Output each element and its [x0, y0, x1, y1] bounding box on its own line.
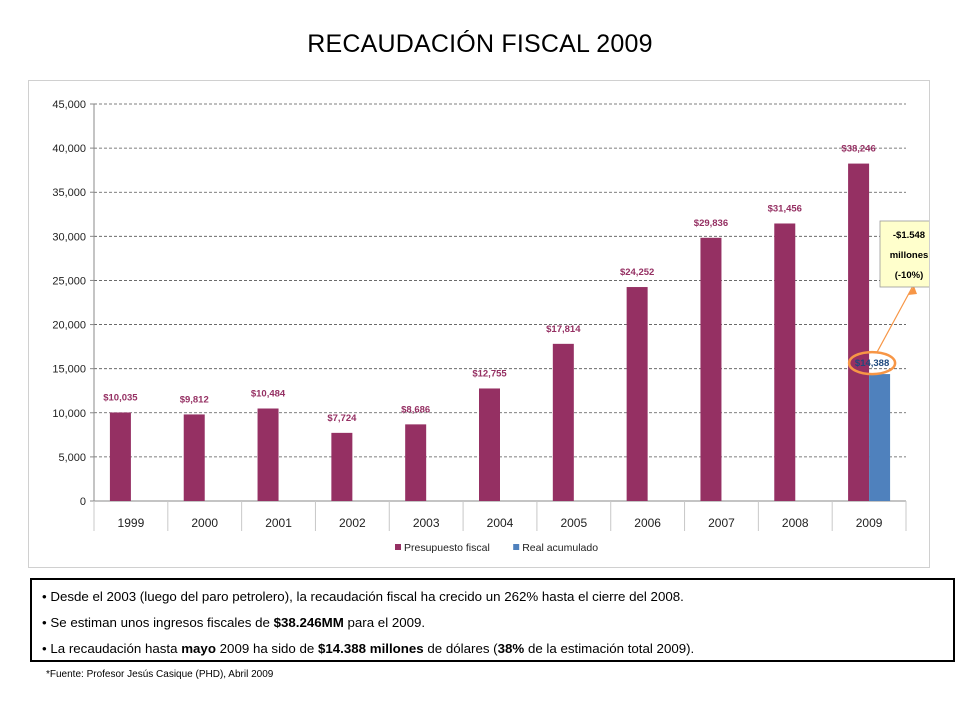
data-label: $12,755: [472, 368, 507, 379]
data-label: $24,252: [620, 267, 654, 278]
data-label: $17,814: [546, 324, 581, 335]
bullet-symbol: •: [42, 589, 51, 604]
data-label: $7,724: [327, 413, 357, 424]
y-tick-label: 5,000: [58, 452, 86, 464]
bar-real-acumulado: [869, 374, 891, 501]
bullet-item: • Se estiman unos ingresos fiscales de $…: [42, 610, 943, 636]
y-tick-label: 30,000: [52, 231, 86, 243]
data-label: $14,388: [855, 358, 889, 369]
bullet-bold-text: mayo: [181, 641, 216, 656]
y-tick-label: 25,000: [52, 275, 86, 287]
bullet-text: Desde el 2003 (luego del paro petrolero)…: [50, 589, 684, 604]
x-tick-label: 2005: [560, 516, 587, 530]
callout-text: -$1.548: [893, 230, 925, 241]
bar-presupuesto-fiscal: [405, 424, 427, 501]
y-tick-label: 40,000: [52, 143, 86, 155]
bar-presupuesto-fiscal: [774, 223, 796, 502]
bullet-bold-text: $14.388 millones: [318, 641, 424, 656]
bar-presupuesto-fiscal: [109, 412, 131, 501]
bar-presupuesto-fiscal: [183, 414, 205, 501]
y-tick-label: 10,000: [52, 408, 86, 420]
bar-presupuesto-fiscal: [848, 163, 870, 501]
y-tick-label: 20,000: [52, 320, 86, 332]
bar-presupuesto-fiscal: [700, 237, 722, 501]
bullet-symbol: •: [42, 615, 51, 630]
bullet-item: • La recaudación hasta mayo 2009 ha sido…: [42, 636, 943, 662]
bar-presupuesto-fiscal: [257, 408, 279, 501]
bar-presupuesto-fiscal: [552, 343, 574, 501]
chart-frame: 0 5,000 10,000 15,000 20,000 25,000 30,000 35,0…: [28, 80, 939, 568]
legend-swatch: [395, 544, 401, 550]
bullet-item: • Desde el 2003 (luego del paro petroler…: [42, 584, 943, 610]
x-tick-label: 2003: [413, 516, 440, 530]
callout-box: [879, 220, 939, 288]
callout-arrowhead: [908, 286, 917, 295]
callout-text: millones: [890, 250, 929, 261]
bullet-bold-text: $38.246MM: [273, 615, 344, 630]
x-tick-label: 2002: [339, 516, 366, 530]
bar-presupuesto-fiscal: [479, 388, 500, 501]
bullet-text: La recaudación hasta: [50, 641, 182, 656]
callout-arrow-line: [876, 283, 915, 353]
x-tick-label: 2004: [487, 516, 514, 530]
y-tick-label: 15,000: [52, 364, 86, 376]
data-label: $10,035: [103, 392, 138, 403]
y-tick-label: 35,000: [52, 187, 86, 199]
data-label: $38,246: [841, 144, 875, 155]
data-label: $9,812: [180, 394, 209, 405]
bullet-bold-text: 38%: [497, 641, 525, 656]
callout-text: (-10%): [895, 270, 924, 281]
legend-label: Presupuesto fiscal: [404, 542, 490, 554]
bar-chart: 0 5,000 10,000 15,000 20,000 25,000 30,000 35,0…: [52, 99, 939, 554]
bullet-text: de dólares (: [423, 641, 498, 656]
bar-presupuesto-fiscal: [331, 432, 353, 501]
data-label: $8,686: [401, 404, 430, 415]
x-tick-label: 2009: [856, 516, 883, 530]
highlight-ellipse: [847, 350, 897, 376]
data-label: $29,836: [694, 218, 728, 229]
bullet-text: Se estiman unos ingresos fiscales de: [50, 615, 274, 630]
x-tick-label: 2006: [634, 516, 661, 530]
data-label: $10,484: [251, 389, 286, 400]
page-title: RECAUDACIÓN FISCAL 2009: [307, 30, 653, 58]
bullet-text: para el 2009.: [343, 615, 426, 630]
legend-swatch: [513, 544, 520, 550]
data-label: $31,456: [768, 203, 802, 214]
x-tick-label: 2007: [708, 516, 735, 530]
y-tick-label: 45,000: [52, 99, 86, 111]
x-tick-label: 2000: [191, 516, 218, 530]
y-tick-label: 0: [80, 496, 86, 508]
bullet-text: de la estimación total 2009).: [524, 641, 695, 656]
bullet-text: 2009 ha sido de: [215, 641, 318, 656]
x-tick-label: 1999: [118, 516, 145, 530]
source-footnote: *Fuente: Profesor Jesús Casique (PHD), A…: [46, 669, 274, 680]
bullet-box: • Desde el 2003 (luego del paro petroler…: [30, 578, 955, 662]
legend-label: Real acumulado: [522, 542, 598, 554]
x-tick-label: 2008: [782, 516, 809, 530]
x-tick-label: 2001: [265, 516, 292, 530]
bullet-symbol: •: [42, 641, 51, 656]
bar-presupuesto-fiscal: [626, 287, 648, 501]
